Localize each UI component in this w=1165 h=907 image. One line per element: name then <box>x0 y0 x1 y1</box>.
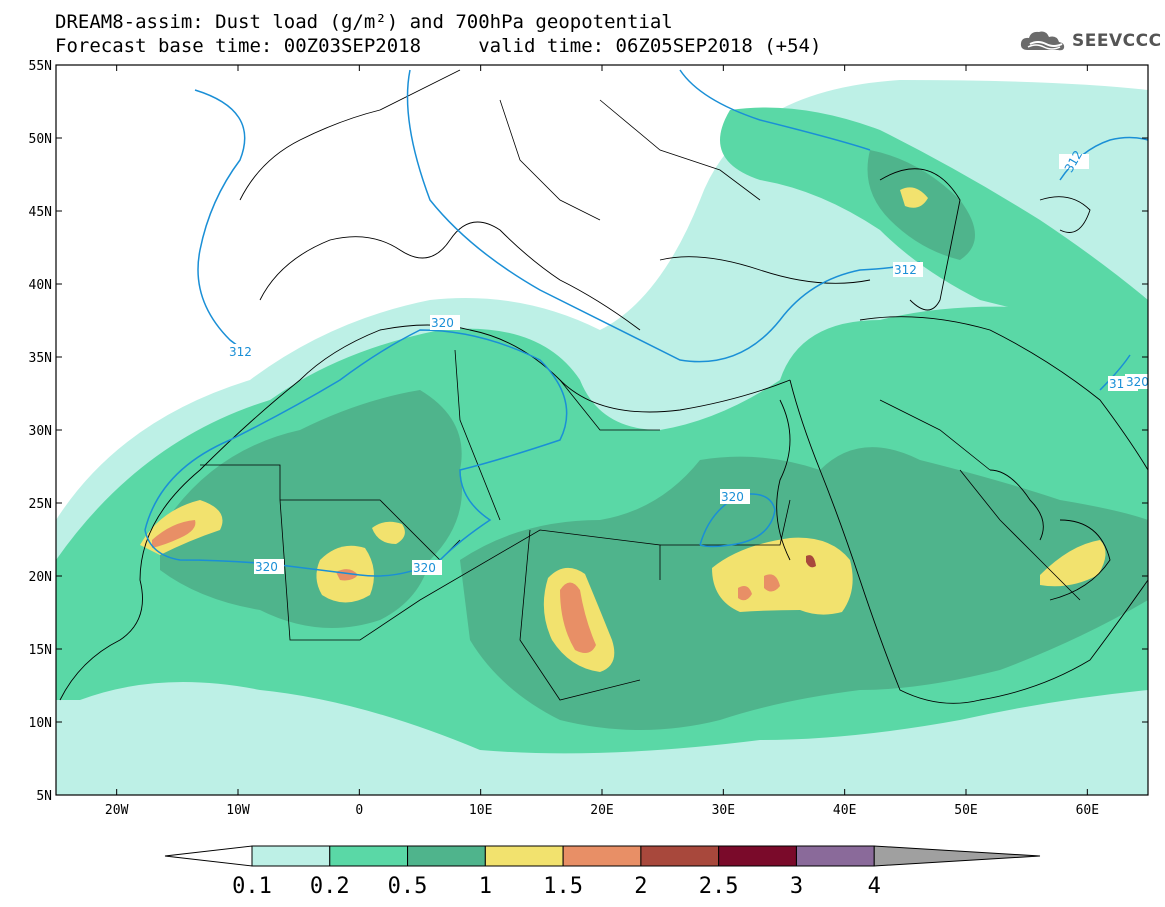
colorbar-segment <box>562 845 642 867</box>
colorbar-right-arrow <box>873 845 1041 867</box>
colorbar-label: 1 <box>479 874 492 899</box>
lon-tick-label: 20E <box>590 803 613 818</box>
lon-tick-label: 20W <box>105 803 129 818</box>
contour-label: 320 <box>721 490 744 504</box>
colorbar-segment <box>795 845 875 867</box>
dust-level-1.5-sudan <box>738 586 752 601</box>
lat-tick-label: 55N <box>29 59 52 74</box>
lon-tick-label: 10W <box>226 803 250 818</box>
colorbar-label: 2 <box>634 874 647 899</box>
seevccc-logo: SEEVCCC <box>1018 28 1162 54</box>
contour-312-west <box>194 89 251 356</box>
dust-level-1.5-mauritania <box>152 520 196 548</box>
lat-tick-label: 10N <box>29 716 52 731</box>
colorbar-segment <box>718 845 797 867</box>
dust-field <box>56 65 1148 795</box>
colorbar-label: 4 <box>868 874 881 899</box>
dust-level-0.5-west <box>160 390 462 628</box>
contour-312-central <box>406 69 921 363</box>
contour-label: 312 <box>894 263 917 277</box>
lon-tick-label: 0 <box>355 803 363 818</box>
lat-tick-label: 45N <box>29 205 52 220</box>
lon-tick-label: 50E <box>954 803 977 818</box>
longitude-axis: 20W 10W 0 10E 20E 30E 40E 50E 60E <box>105 65 1099 818</box>
dust-level-1-caspian <box>900 187 928 208</box>
lat-tick-label: 30N <box>29 424 52 439</box>
colorbar-segment <box>407 845 486 867</box>
contour-label: 320 <box>1126 375 1149 389</box>
latitude-axis: 55N 50N 45N 40N 35N 30N 25N 20N 15N 10N 5N <box>29 59 1148 804</box>
colorbar-segment <box>251 845 331 867</box>
lat-tick-label: 20N <box>29 570 52 585</box>
cloud-icon <box>1020 31 1065 51</box>
lon-tick-label: 40E <box>833 803 856 818</box>
lat-tick-label: 35N <box>29 351 52 366</box>
lat-tick-label: 40N <box>29 278 52 293</box>
contour-label: 320 <box>255 560 278 574</box>
colorbar-label: 3 <box>790 874 803 899</box>
lon-tick-label: 60E <box>1076 803 1099 818</box>
colorbar-label: 0.5 <box>388 874 428 899</box>
contour-label: 320 <box>413 561 436 575</box>
lat-tick-label: 25N <box>29 497 52 512</box>
coastlines <box>59 69 1148 704</box>
lon-tick-label: 10E <box>469 803 492 818</box>
colorbar-label: 0.1 <box>232 874 272 899</box>
contour-label: 312 <box>229 345 252 359</box>
lat-tick-label: 50N <box>29 132 52 147</box>
contour-label: 320 <box>431 316 454 330</box>
lat-tick-label: 15N <box>29 643 52 658</box>
dust-level-1.5-sudan2 <box>764 574 780 592</box>
dust-level-2-red-sea <box>806 555 816 568</box>
lat-tick-label: 5N <box>36 789 52 804</box>
contour-312-far-east <box>1099 354 1131 391</box>
dust-level-1.5-chad <box>560 582 596 654</box>
dust-level-1-oman <box>1040 540 1106 587</box>
colorbar-segment <box>484 845 564 867</box>
colorbar-segment <box>640 845 720 867</box>
contour-320-sudan <box>699 493 776 548</box>
colorbar-label: 1.5 <box>543 874 583 899</box>
colorbar-segment <box>329 845 409 867</box>
colorbar: 0.1 0.2 0.5 1 1.5 2 2.5 3 4 <box>164 845 1041 899</box>
contour-312-north <box>679 69 871 151</box>
logo-text: SEEVCCC <box>1072 31 1162 51</box>
lon-tick-label: 30E <box>712 803 735 818</box>
colorbar-label: 0.2 <box>310 874 350 899</box>
colorbar-label: 2.5 <box>699 874 739 899</box>
map-title-line1: DREAM8-assim: Dust load (g/m²) and 700hP… <box>55 11 673 33</box>
map-title-line2: Forecast base time: 00Z03SEP2018 valid t… <box>55 35 822 57</box>
dust-level-1-niger <box>372 521 405 544</box>
colorbar-left-arrow <box>164 845 253 867</box>
contour-label-group: 312 312 312 312 320 320 320 320 320 <box>228 148 1149 575</box>
